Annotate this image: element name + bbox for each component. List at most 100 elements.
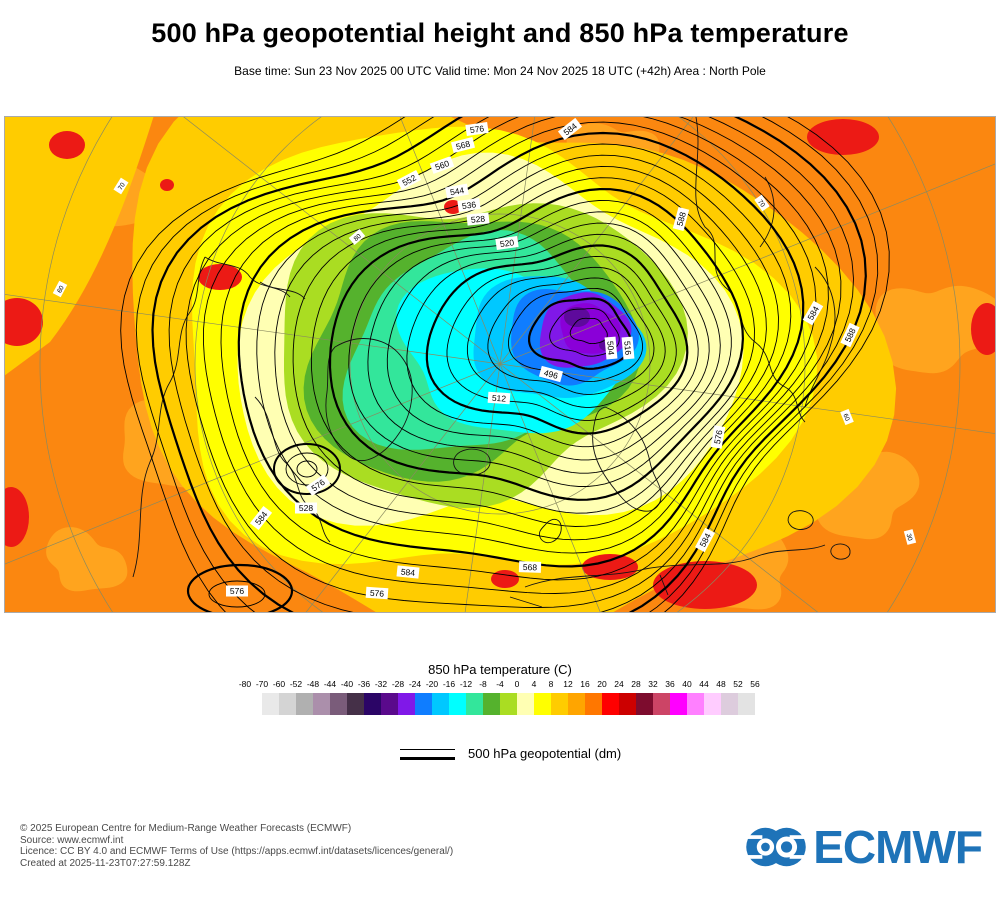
contour-labels-layer: 5845765685605525445365285205885845885125… [226, 117, 860, 600]
colorbar-tick: -52 [289, 679, 303, 689]
contour-label: 576 [226, 585, 248, 597]
svg-text:560: 560 [434, 158, 451, 172]
contour-line-sample [400, 749, 455, 761]
svg-text:30: 30 [905, 533, 914, 542]
colorbar-swatch [567, 693, 585, 715]
colorbar-swatch [482, 693, 500, 715]
colorbar-swatch [363, 693, 381, 715]
contour-label: 528 [466, 212, 490, 226]
colorbar-tick: -80 [238, 679, 252, 689]
colorbar-tick: -4 [496, 679, 504, 689]
created-line: Created at 2025-11-23T07:27:59.128Z [20, 857, 191, 869]
colorbar-tick: 52 [733, 679, 743, 689]
graticule-label: 60 [52, 280, 68, 298]
colorbar-tick: 12 [563, 679, 573, 689]
colorbar-swatch [278, 693, 296, 715]
colorbar-tick: 28 [631, 679, 641, 689]
colorbar-tick: 48 [716, 679, 726, 689]
contour-label: 528 [295, 502, 317, 514]
svg-text:544: 544 [449, 185, 465, 197]
contour-label: 576 [710, 425, 726, 449]
contour-label: 568 [450, 137, 476, 153]
colorbar-swatch [550, 693, 568, 715]
svg-text:584: 584 [400, 566, 415, 577]
colorbar-swatch [601, 693, 619, 715]
contour-label: 536 [457, 198, 481, 212]
graticule-label: 70 [113, 177, 129, 195]
colorbar-tick: 0 [514, 679, 520, 689]
colorbar-tick: -12 [459, 679, 473, 689]
colorbar-swatch [397, 693, 415, 715]
colorbar-tick: 36 [665, 679, 675, 689]
svg-text:568: 568 [455, 139, 471, 152]
graticule-label: 80 [348, 229, 366, 245]
contour-label: 588 [672, 206, 690, 232]
colorbar-swatch [533, 693, 551, 715]
colorbar-swatch [686, 693, 704, 715]
colorbar-swatch [380, 693, 398, 715]
colorbar-swatch [584, 693, 602, 715]
colorbar-swatch [720, 693, 738, 715]
colorbar-tick: -44 [323, 679, 337, 689]
forecast-map: 584 576 568 560 552 544 536 528 520 588 584 588 512 5… [4, 116, 996, 613]
colorbar-swatch [431, 693, 449, 715]
colorbar-swatch [703, 693, 721, 715]
colorbar-swatch [414, 693, 432, 715]
svg-text:60: 60 [841, 413, 850, 423]
contour-label: 588 [840, 322, 860, 348]
page-title: 500 hPa geopotential height and 850 hPa … [151, 18, 849, 48]
svg-text:536: 536 [461, 199, 477, 211]
colorbar-tick: 44 [699, 679, 709, 689]
secondary-centers-layer [186, 443, 341, 612]
colorbar-tick: -20 [425, 679, 439, 689]
colorbar-tick: 40 [682, 679, 692, 689]
colorbar-swatch [295, 693, 313, 715]
contour-label: 504 [604, 336, 618, 360]
colorbar-tick: 24 [614, 679, 624, 689]
svg-text:576: 576 [712, 429, 724, 445]
colorbar-swatch [312, 693, 330, 715]
svg-text:504: 504 [605, 341, 616, 356]
page-subtitle: Base time: Sun 23 Nov 2025 00 UTC Valid … [234, 64, 766, 78]
svg-text:520: 520 [499, 237, 515, 249]
ecmwf-logo-text: ECMWF [813, 821, 983, 873]
colorbar-tick: -70 [255, 679, 269, 689]
contour-label: 520 [495, 236, 519, 250]
colorbar-swatches [261, 693, 755, 715]
colorbar-tick: -28 [391, 679, 405, 689]
colorbar-swatch [516, 693, 534, 715]
colorbar-tick: -16 [442, 679, 456, 689]
colorbar-tick: 32 [648, 679, 658, 689]
svg-text:70: 70 [756, 199, 766, 209]
coastlines-layer [132, 117, 851, 608]
geopotential-legend-label: 500 hPa geopotential (dm) [468, 746, 622, 761]
svg-text:516: 516 [622, 341, 633, 356]
colorbar-swatch [346, 693, 364, 715]
colorbar-swatch [618, 693, 636, 715]
colorbar-swatch [652, 693, 670, 715]
colorbar-swatch [737, 693, 755, 715]
svg-text:80: 80 [353, 233, 363, 243]
svg-text:70: 70 [117, 181, 127, 191]
ecmwf-logo-icon [745, 827, 808, 867]
colorbar-swatch [635, 693, 653, 715]
colorbar-swatch [499, 693, 517, 715]
colorbar-tick: -24 [408, 679, 422, 689]
footer-attribution: © 2025 European Centre for Medium-Range … [20, 823, 453, 869]
graticule-label: 70 [754, 194, 770, 212]
colorbar-tick: -60 [272, 679, 286, 689]
contour-label: 584 [396, 565, 420, 579]
contour-label: 512 [487, 391, 511, 405]
contour-label: 516 [621, 336, 635, 360]
geopotential-contours-layer [120, 117, 890, 612]
contour-label: 568 [518, 561, 542, 573]
contour-label: 544 [445, 183, 469, 199]
copyright-line: © 2025 European Centre for Medium-Range … [20, 823, 352, 834]
colorbar-tick: 16 [580, 679, 590, 689]
colorbar-tick: -32 [374, 679, 388, 689]
svg-text:60: 60 [56, 284, 66, 294]
colorbar-tick: -48 [306, 679, 320, 689]
contour-label: 576 [365, 586, 389, 600]
colorbar-swatch [261, 693, 279, 715]
